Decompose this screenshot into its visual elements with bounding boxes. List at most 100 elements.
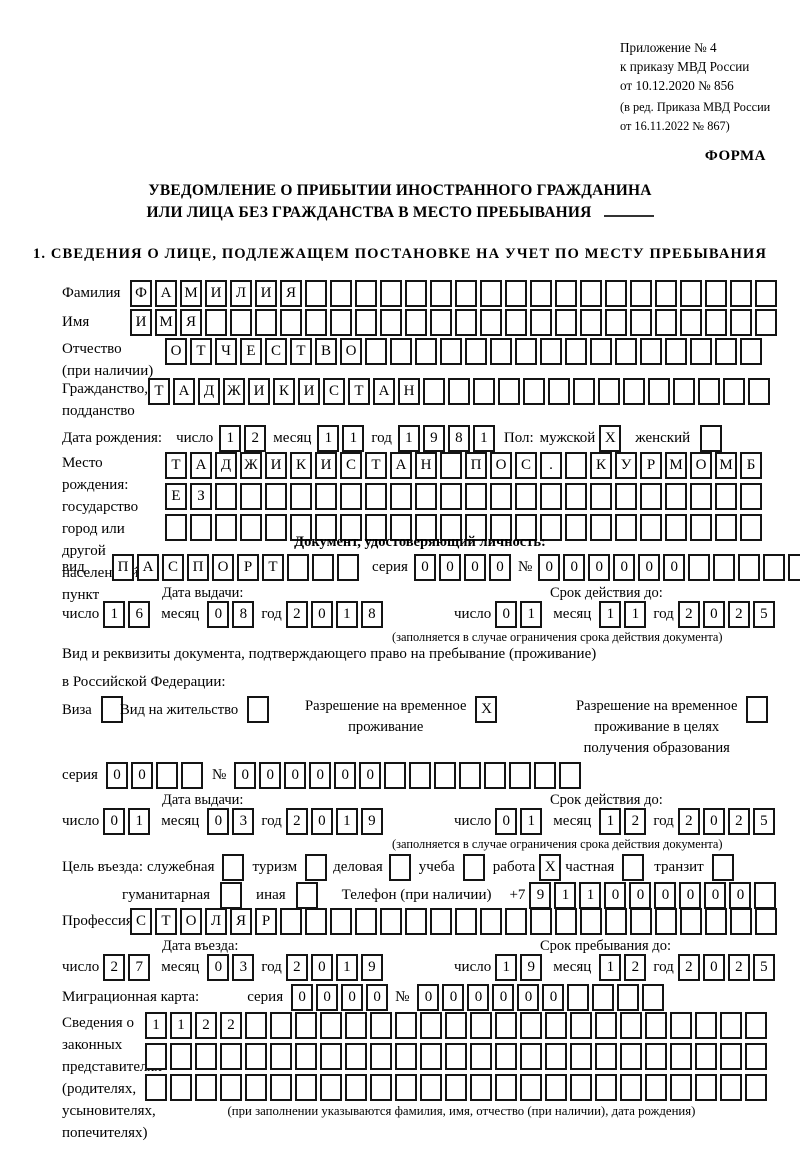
- char-cell[interactable]: [305, 280, 327, 307]
- char-cell[interactable]: [295, 1012, 317, 1039]
- char-cell[interactable]: 1: [520, 601, 543, 628]
- char-cell[interactable]: М: [155, 309, 177, 336]
- char-cell[interactable]: 0: [704, 882, 727, 909]
- char-cell[interactable]: [680, 309, 702, 336]
- char-cell[interactable]: [345, 1074, 367, 1101]
- char-cell[interactable]: [180, 762, 203, 789]
- char-cell[interactable]: [665, 338, 687, 365]
- char-cell[interactable]: [545, 1074, 567, 1101]
- char-cell[interactable]: [440, 483, 462, 510]
- char-cell[interactable]: [590, 514, 612, 541]
- char-cell[interactable]: [490, 514, 512, 541]
- char-cell[interactable]: [240, 514, 262, 541]
- char-cell[interactable]: [480, 280, 502, 307]
- char-cell[interactable]: [680, 280, 702, 307]
- char-cell[interactable]: [345, 1043, 367, 1070]
- char-cell[interactable]: [520, 1012, 542, 1039]
- char-cell[interactable]: [280, 309, 302, 336]
- char-cell[interactable]: [655, 280, 677, 307]
- char-cell[interactable]: [715, 514, 737, 541]
- char-cell[interactable]: А: [137, 554, 159, 581]
- purpose-humanitarian-checkbox[interactable]: [220, 882, 243, 909]
- char-cell[interactable]: А: [173, 378, 195, 405]
- char-cell[interactable]: [290, 483, 312, 510]
- char-cell[interactable]: [287, 554, 309, 581]
- char-cell[interactable]: [470, 1074, 492, 1101]
- char-cell[interactable]: [445, 1043, 467, 1070]
- char-cell[interactable]: [763, 554, 786, 581]
- char-cell[interactable]: Я: [230, 908, 252, 935]
- char-cell[interactable]: [415, 514, 437, 541]
- char-cell[interactable]: 2: [624, 954, 647, 981]
- char-cell[interactable]: [265, 514, 287, 541]
- char-cell[interactable]: [670, 1012, 692, 1039]
- char-cell[interactable]: 0: [729, 882, 752, 909]
- char-cell[interactable]: [754, 882, 777, 909]
- char-cell[interactable]: [745, 1043, 767, 1070]
- char-cell[interactable]: [738, 554, 761, 581]
- char-cell[interactable]: О: [490, 452, 512, 479]
- char-cell[interactable]: [330, 309, 352, 336]
- char-cell[interactable]: [630, 280, 652, 307]
- char-cell[interactable]: 1: [599, 954, 622, 981]
- char-cell[interactable]: Е: [165, 483, 187, 510]
- char-cell[interactable]: [695, 1074, 717, 1101]
- char-cell[interactable]: 0: [538, 554, 561, 581]
- char-cell[interactable]: [755, 309, 777, 336]
- char-cell[interactable]: [330, 908, 352, 935]
- char-cell[interactable]: 0: [103, 808, 126, 835]
- char-cell[interactable]: [195, 1074, 217, 1101]
- char-cell[interactable]: [620, 1043, 642, 1070]
- char-cell[interactable]: [690, 514, 712, 541]
- char-cell[interactable]: 0: [492, 984, 515, 1011]
- char-cell[interactable]: [315, 483, 337, 510]
- char-cell[interactable]: [713, 554, 736, 581]
- char-cell[interactable]: [580, 908, 602, 935]
- char-cell[interactable]: [280, 908, 302, 935]
- char-cell[interactable]: [730, 280, 752, 307]
- char-cell[interactable]: 0: [359, 762, 382, 789]
- char-cell[interactable]: 1: [103, 601, 126, 628]
- gender-male-checkbox[interactable]: X: [599, 425, 622, 452]
- char-cell[interactable]: [195, 1043, 217, 1070]
- char-cell[interactable]: И: [315, 452, 337, 479]
- char-cell[interactable]: 7: [128, 954, 151, 981]
- char-cell[interactable]: [390, 514, 412, 541]
- char-cell[interactable]: Я: [180, 309, 202, 336]
- char-cell[interactable]: [673, 378, 695, 405]
- char-cell[interactable]: [290, 514, 312, 541]
- char-cell[interactable]: [515, 514, 537, 541]
- char-cell[interactable]: 1: [342, 425, 365, 452]
- char-cell[interactable]: Р: [237, 554, 259, 581]
- char-cell[interactable]: [755, 908, 777, 935]
- char-cell[interactable]: М: [715, 452, 737, 479]
- char-cell[interactable]: [748, 378, 770, 405]
- char-cell[interactable]: [215, 483, 237, 510]
- char-cell[interactable]: [559, 762, 582, 789]
- char-cell[interactable]: [745, 1012, 767, 1039]
- char-cell[interactable]: [245, 1074, 267, 1101]
- char-cell[interactable]: 0: [629, 882, 652, 909]
- char-cell[interactable]: Ж: [223, 378, 245, 405]
- char-cell[interactable]: В: [315, 338, 337, 365]
- char-cell[interactable]: [505, 908, 527, 935]
- char-cell[interactable]: 0: [542, 984, 565, 1011]
- char-cell[interactable]: [615, 338, 637, 365]
- char-cell[interactable]: [570, 1012, 592, 1039]
- char-cell[interactable]: [705, 309, 727, 336]
- char-cell[interactable]: [459, 762, 482, 789]
- char-cell[interactable]: И: [130, 309, 152, 336]
- char-cell[interactable]: Я: [280, 280, 302, 307]
- char-cell[interactable]: 1: [335, 954, 358, 981]
- char-cell[interactable]: [370, 1043, 392, 1070]
- char-cell[interactable]: 0: [613, 554, 636, 581]
- char-cell[interactable]: 1: [495, 954, 518, 981]
- char-cell[interactable]: .: [540, 452, 562, 479]
- char-cell[interactable]: [312, 554, 334, 581]
- char-cell[interactable]: [615, 483, 637, 510]
- char-cell[interactable]: 2: [727, 954, 750, 981]
- char-cell[interactable]: [605, 280, 627, 307]
- char-cell[interactable]: Ф: [130, 280, 152, 307]
- char-cell[interactable]: [448, 378, 470, 405]
- char-cell[interactable]: П: [465, 452, 487, 479]
